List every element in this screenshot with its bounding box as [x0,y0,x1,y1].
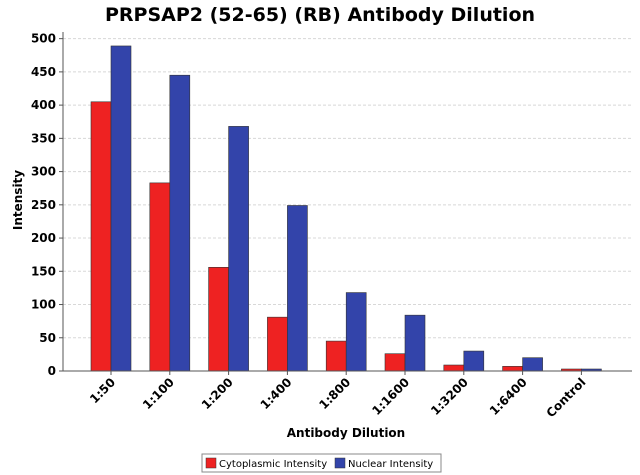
bars [90,45,602,372]
legend-box [201,453,442,473]
bar-cytoplasmic [149,182,171,372]
bar-cytoplasmic [384,353,406,372]
bar-cytoplasmic [325,340,347,372]
x-tick-label: 1:50 [87,375,118,406]
x-axis-label: Antibody Dilution [287,426,405,440]
y-tick-label: 50 [39,331,56,345]
y-tick-label: 350 [31,131,56,145]
bar-cytoplasmic [502,366,523,372]
y-tick-label: 150 [31,264,56,278]
bar-nuclear [287,205,308,372]
legend-label-nuclear: Nuclear Intensity [348,459,433,470]
bar-nuclear [228,126,249,372]
x-tick-label: 1:400 [258,375,295,412]
y-tick-label: 0 [48,364,56,378]
y-axis-label: Intensity [11,170,25,230]
legend-label-cytoplasmic: Cytoplasmic Intensity [219,459,327,470]
y-tick-label: 250 [31,198,56,212]
bar-cytoplasmic [208,267,229,372]
x-tick-label: Control [544,375,589,420]
axes [62,32,632,372]
legend: Cytoplasmic Intensity Nuclear Intensity [201,453,442,473]
x-tick-label: 1:100 [140,375,177,412]
bar-nuclear [404,314,426,372]
bar-cytoplasmic [267,316,288,372]
bar-nuclear [463,350,485,372]
y-tick-label: 200 [31,231,56,245]
y-tick-label: 300 [31,165,56,179]
bar-nuclear [110,45,132,372]
x-tick-label: 1:1600 [369,375,412,418]
bar-nuclear [345,292,367,372]
bar-nuclear [169,74,191,372]
y-tick-label: 500 [31,32,56,46]
y-tick-label: 450 [31,65,56,79]
y-tick-label: 100 [31,298,56,312]
bar-nuclear [522,357,543,372]
bar-cytoplasmic [90,101,112,372]
legend-swatch-cytoplasmic [205,457,217,469]
y-axis-ticks: 0 50 100 150 200 250 300 350 400 450 500 [31,32,63,378]
x-axis-ticks: 1:50 1:100 1:200 1:400 1:800 1:1600 1:3200 1:64… [87,371,589,420]
x-tick-label: 1:6400 [487,375,530,418]
chart-title: PRPSAP2 (52-65) (RB) Antibody Dilution [105,4,535,26]
bar-cytoplasmic [443,364,465,372]
x-tick-label: 1:800 [316,375,353,412]
x-tick-label: 1:3200 [428,375,471,418]
x-tick-label: 1:200 [199,375,236,412]
y-tick-label: 400 [31,98,56,112]
legend-swatch-nuclear [334,457,346,469]
